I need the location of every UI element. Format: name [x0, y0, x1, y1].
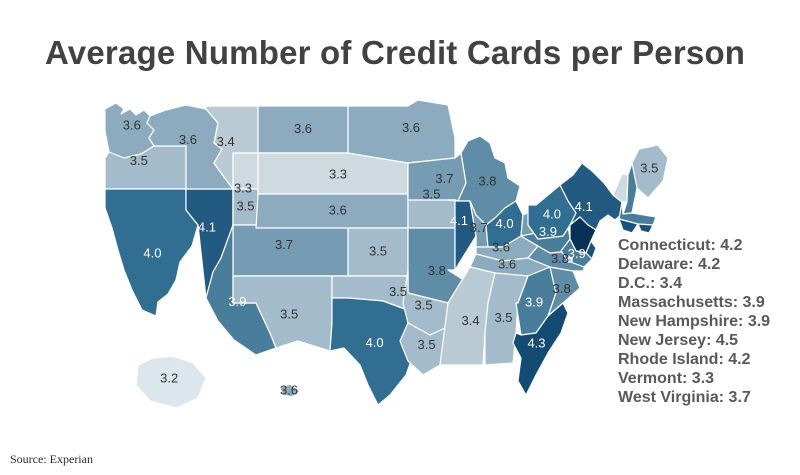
svg-text:4.1: 4.1	[198, 220, 216, 235]
svg-text:3.7: 3.7	[470, 220, 488, 235]
svg-text:3.6: 3.6	[294, 121, 312, 136]
svg-text:3.9: 3.9	[525, 295, 543, 310]
svg-text:3.9: 3.9	[539, 224, 557, 239]
svg-text:3.9: 3.9	[228, 294, 246, 309]
svg-text:4.0: 4.0	[543, 206, 561, 221]
svg-text:3.6: 3.6	[123, 118, 141, 133]
svg-text:3.8: 3.8	[428, 263, 446, 278]
svg-text:3.6: 3.6	[402, 120, 420, 135]
svg-text:3.5: 3.5	[369, 243, 387, 258]
svg-text:3.6: 3.6	[280, 382, 298, 397]
svg-text:4.0: 4.0	[143, 246, 161, 261]
svg-text:3.5: 3.5	[236, 198, 254, 213]
svg-text:3.9: 3.9	[568, 246, 586, 261]
svg-text:3.4: 3.4	[217, 134, 235, 149]
svg-text:3.5: 3.5	[130, 153, 148, 168]
svg-text:3.7: 3.7	[435, 171, 453, 186]
svg-text:4.3: 4.3	[527, 335, 545, 350]
svg-text:3.7: 3.7	[275, 237, 293, 252]
svg-text:3.5: 3.5	[640, 160, 658, 175]
svg-text:3.6: 3.6	[492, 239, 510, 254]
svg-text:3.3: 3.3	[329, 167, 347, 182]
svg-text:3.5: 3.5	[494, 310, 512, 325]
svg-text:3.5: 3.5	[415, 297, 433, 312]
svg-text:3.4: 3.4	[462, 313, 480, 328]
svg-text:3.5: 3.5	[280, 307, 298, 322]
svg-text:3.6: 3.6	[179, 132, 197, 147]
svg-text:3.6: 3.6	[498, 257, 516, 272]
svg-text:3.5: 3.5	[418, 337, 436, 352]
svg-text:4.1: 4.1	[575, 199, 593, 214]
svg-text:4.1: 4.1	[450, 213, 468, 228]
svg-text:3.5: 3.5	[422, 187, 440, 202]
svg-text:3.8: 3.8	[478, 173, 496, 188]
svg-text:3.2: 3.2	[160, 371, 178, 386]
svg-text:3.5: 3.5	[389, 284, 407, 299]
svg-text:3.8: 3.8	[553, 281, 571, 296]
svg-text:3.3: 3.3	[234, 180, 252, 195]
svg-text:4.0: 4.0	[366, 335, 384, 350]
svg-text:4.0: 4.0	[496, 216, 514, 231]
svg-text:3.8: 3.8	[551, 251, 569, 266]
svg-text:3.6: 3.6	[329, 202, 347, 217]
